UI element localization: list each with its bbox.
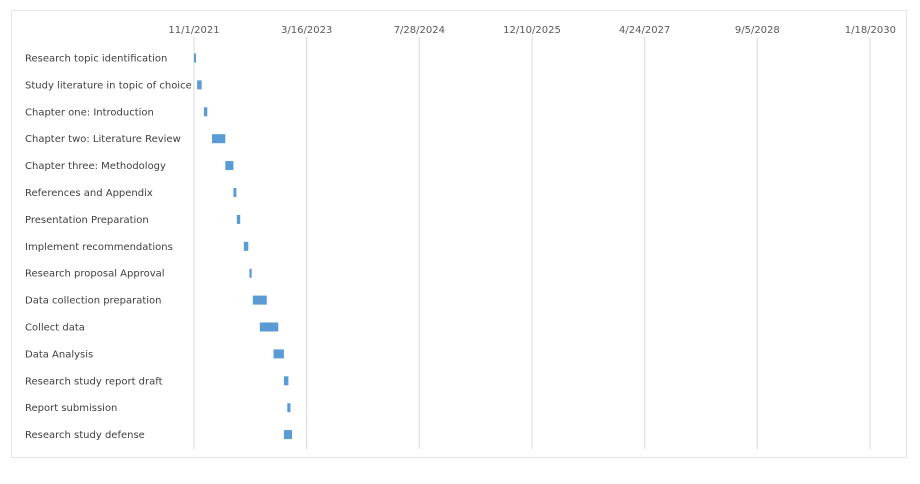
x-tick-label: 7/28/2024 <box>394 25 445 36</box>
task-bar <box>233 188 237 197</box>
task-label: Research study defense <box>25 430 145 441</box>
task-label: Chapter two: Literature Review <box>25 134 181 145</box>
task-label: Implement recommendations <box>25 242 173 253</box>
task-label: Research study report draft <box>25 376 163 387</box>
task-label: Data Analysis <box>25 349 93 360</box>
task-label: Presentation Preparation <box>25 215 149 226</box>
task-label: Report submission <box>25 403 117 414</box>
task-label: Study literature in topic of choice <box>25 80 192 91</box>
task-label: Research proposal Approval <box>25 269 165 280</box>
gantt-chart: 11/1/2021 3/16/2023 7/28/2024 12/10/2025 4/2… <box>25 25 896 449</box>
task-bar <box>212 134 226 144</box>
task-bar <box>259 322 279 332</box>
gridlines <box>193 37 871 449</box>
x-axis-tick-labels: 11/1/2021 3/16/2023 7/28/2024 12/10/2025 4/2… <box>168 25 896 36</box>
task-bar <box>243 241 249 251</box>
chart-frame: 11/1/2021 3/16/2023 7/28/2024 12/10/2025 4/2… <box>11 10 907 458</box>
task-bar <box>273 349 284 359</box>
x-tick-label: 3/16/2023 <box>281 25 332 36</box>
task-bar <box>283 430 293 440</box>
task-bar <box>249 268 252 278</box>
task-label: Chapter three: Methodology <box>25 161 166 172</box>
task-label: Chapter one: Introduction <box>25 107 154 118</box>
task-label: Data collection preparation <box>25 296 161 307</box>
task-bar <box>197 80 202 90</box>
x-tick-label: 11/1/2021 <box>168 25 219 36</box>
task-label: Research topic identification <box>25 54 167 65</box>
x-tick-label: 12/10/2025 <box>503 25 561 36</box>
task-bar <box>203 107 208 117</box>
task-bars <box>194 53 293 440</box>
x-tick-label: 4/24/2027 <box>619 25 670 36</box>
task-bar <box>252 295 267 305</box>
task-bar <box>287 403 291 413</box>
task-bar <box>283 376 289 386</box>
task-bar <box>225 161 234 171</box>
task-bar <box>194 53 197 63</box>
task-bar <box>236 214 241 224</box>
task-label: References and Appendix <box>25 188 153 199</box>
task-label: Collect data <box>25 323 85 334</box>
x-tick-label: 9/5/2028 <box>735 25 780 36</box>
x-tick-label: 1/18/2030 <box>845 25 896 36</box>
task-labels: Research topic identification Study liter… <box>25 54 192 442</box>
